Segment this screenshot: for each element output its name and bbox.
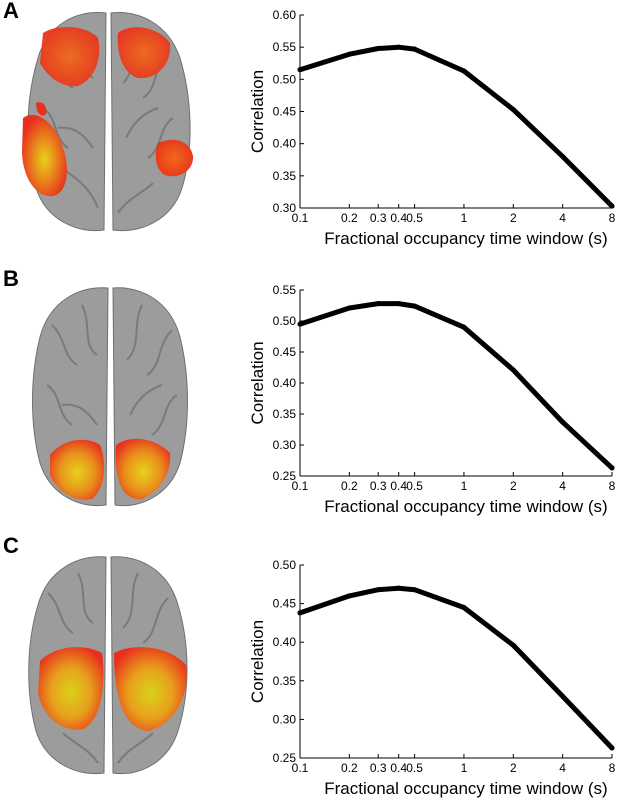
x-tick-label: 1 [461, 479, 468, 493]
y-tick-label: 0.40 [273, 376, 297, 390]
y-axis-title: Correlation [248, 620, 267, 703]
y-tick-label: 0.45 [273, 597, 297, 611]
x-tick-label: 8 [609, 761, 616, 775]
x-tick-label: 0.2 [341, 761, 358, 775]
x-tick-label: 0.3 [370, 761, 387, 775]
x-tick-label: 0.4 [390, 479, 407, 493]
y-tick-label: 0.40 [273, 635, 297, 649]
x-tick-label: 0.2 [341, 479, 358, 493]
data-point [412, 587, 418, 593]
y-tick-label: 0.60 [273, 8, 297, 22]
x-tick-label: 1 [461, 211, 468, 225]
data-point [461, 324, 467, 330]
x-tick-label: 0.2 [341, 211, 358, 225]
data-point [375, 301, 381, 307]
data-point [560, 419, 566, 425]
data-point [396, 44, 402, 50]
data-point [510, 107, 516, 113]
y-tick-label: 0.55 [273, 40, 297, 54]
data-point [297, 610, 303, 616]
y-tick-label: 0.55 [273, 283, 297, 297]
y-tick-label: 0.30 [273, 712, 297, 726]
data-point [609, 745, 615, 751]
y-tick-label: 0.50 [273, 314, 297, 328]
data-point [510, 367, 516, 373]
y-tick-label: 0.50 [273, 558, 297, 572]
y-tick-label: 0.50 [273, 72, 297, 86]
data-point [346, 593, 352, 599]
data-point [560, 693, 566, 699]
data-point [609, 203, 615, 209]
x-tick-label: 2 [510, 211, 517, 225]
y-tick-label: 0.35 [273, 407, 297, 421]
data-point [510, 642, 516, 648]
y-tick-label: 0.35 [273, 674, 297, 688]
x-tick-label: 0.4 [390, 761, 407, 775]
x-axis-title: Fractional occupancy time window (s) [324, 229, 607, 248]
x-tick-label: 0.3 [370, 211, 387, 225]
x-tick-label: 0.5 [406, 211, 423, 225]
data-point [461, 68, 467, 74]
y-tick-label: 0.45 [273, 345, 297, 359]
x-tick-label: 8 [609, 479, 616, 493]
panel-label-a: A [3, 0, 19, 23]
data-point [412, 46, 418, 52]
x-tick-label: 8 [609, 211, 616, 225]
x-tick-label: 4 [559, 211, 566, 225]
x-axis-title: Fractional occupancy time window (s) [324, 497, 607, 516]
y-tick-label: 0.40 [273, 137, 297, 151]
panel-label-c: C [3, 533, 19, 558]
data-point [609, 465, 615, 471]
x-tick-label: 0.5 [406, 479, 423, 493]
x-tick-label: 2 [510, 761, 517, 775]
x-tick-label: 4 [559, 761, 566, 775]
data-point [375, 45, 381, 51]
brain-image-b [32, 287, 188, 507]
x-tick-label: 0.1 [292, 211, 309, 225]
x-tick-label: 0.3 [370, 479, 387, 493]
data-point [297, 67, 303, 73]
data-point [396, 585, 402, 591]
x-tick-label: 4 [559, 479, 566, 493]
data-point [396, 301, 402, 307]
x-tick-label: 0.5 [406, 761, 423, 775]
x-tick-label: 0.4 [390, 211, 407, 225]
x-tick-label: 1 [461, 761, 468, 775]
x-tick-label: 0.1 [292, 761, 309, 775]
data-point [346, 51, 352, 57]
data-point [560, 154, 566, 160]
y-tick-label: 0.35 [273, 169, 297, 183]
x-tick-label: 0.1 [292, 479, 309, 493]
y-tick-label: 0.30 [273, 201, 297, 215]
brain-image-a [22, 12, 194, 232]
data-point [461, 604, 467, 610]
y-tick-label: 0.25 [273, 469, 297, 483]
data-point [412, 303, 418, 309]
brain-image-c [28, 556, 188, 775]
correlation-series-line [297, 585, 615, 751]
y-tick-label: 0.30 [273, 438, 297, 452]
data-point [346, 305, 352, 311]
y-axis-title: Correlation [248, 70, 267, 153]
y-tick-label: 0.25 [273, 751, 297, 765]
panel-label-b: B [3, 266, 19, 291]
y-tick-label: 0.45 [273, 105, 297, 119]
y-axis-title: Correlation [248, 341, 267, 424]
x-axis-title: Fractional occupancy time window (s) [324, 779, 607, 798]
data-point [297, 321, 303, 327]
x-tick-label: 2 [510, 479, 517, 493]
data-point [375, 587, 381, 593]
